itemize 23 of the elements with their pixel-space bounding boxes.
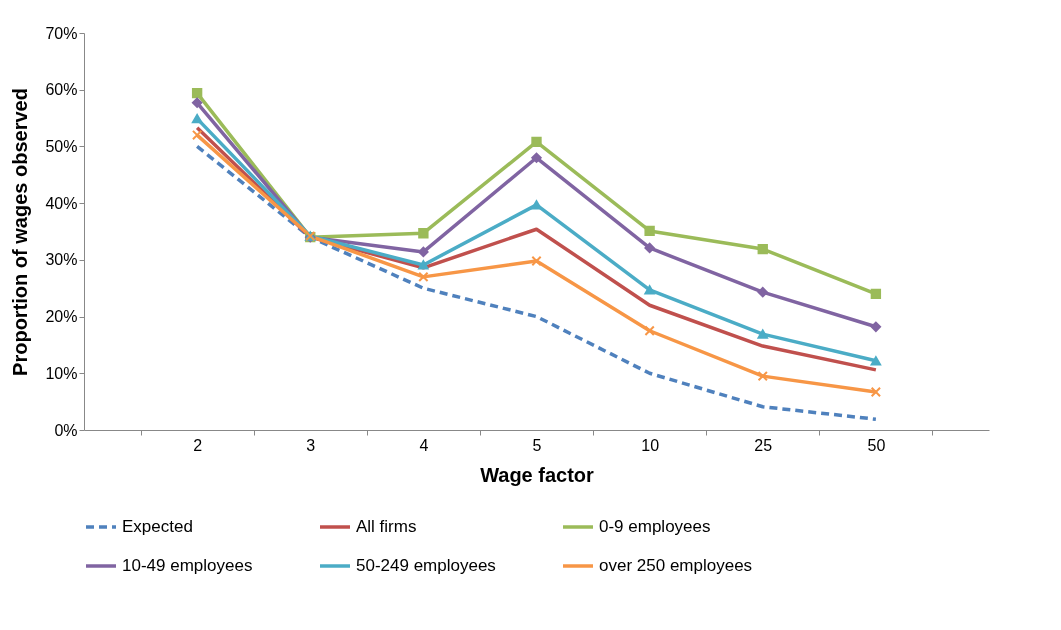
x-axis-title: Wage factor [480, 463, 595, 486]
x-tick-label: 4 [419, 436, 429, 454]
legend-label: Expected [122, 517, 193, 536]
y-tick-label: 70% [45, 24, 78, 42]
legend-label: over 250 employees [599, 556, 753, 575]
y-tick-label: 10% [45, 364, 78, 382]
legend-label: All firms [356, 517, 417, 536]
x-tick-label: 2 [193, 436, 203, 454]
y-axis-title: Proportion of wages observed [9, 88, 32, 376]
x-tick-label: 5 [532, 436, 542, 454]
x-tick-label: 3 [306, 436, 316, 454]
y-tick-label: 0% [54, 421, 78, 439]
y-tick-label: 60% [45, 81, 78, 99]
x-tick-label: 25 [754, 436, 773, 454]
legend-label: 50-249 employees [356, 556, 496, 575]
y-tick-label: 40% [45, 194, 78, 212]
y-tick-label: 20% [45, 308, 78, 326]
x-tick-label: 10 [641, 436, 660, 454]
y-tick-label: 30% [45, 251, 78, 269]
legend-label: 10-49 employees [122, 556, 253, 575]
legend-label: 0-9 employees [599, 517, 711, 536]
y-tick-label: 50% [45, 137, 78, 155]
x-tick-label: 50 [867, 436, 886, 454]
